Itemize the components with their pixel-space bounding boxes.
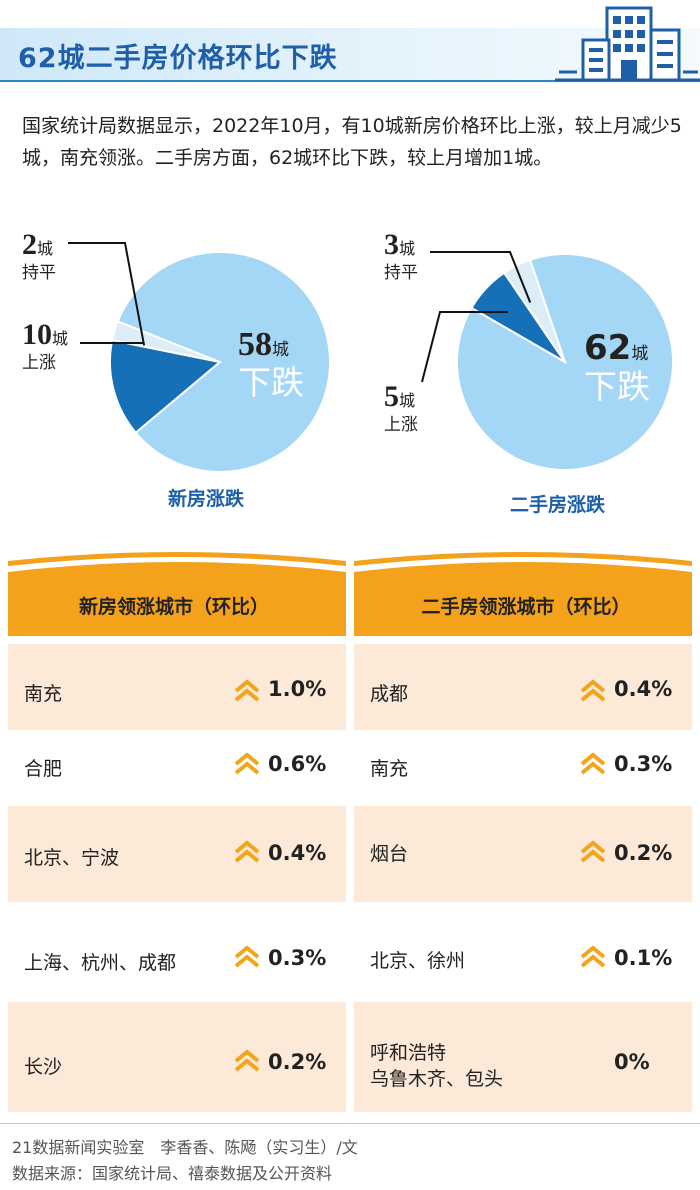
pie-charts xyxy=(68,242,674,473)
t1-row3-city: 北京、宁波 xyxy=(24,847,120,869)
t2-row2-city: 南充 xyxy=(370,758,409,780)
t1-header-bg xyxy=(8,562,346,636)
t1-row3-value: 0.4% xyxy=(268,841,327,865)
second-hand-pie xyxy=(421,251,674,471)
t1-up-chevron-icon xyxy=(234,954,260,968)
t1-up-chevron-icon xyxy=(234,840,260,854)
pie2-fall-unit: 城 xyxy=(631,344,649,364)
t1-up-chevron-icon xyxy=(234,679,260,693)
t1-up-chevron-icon xyxy=(234,761,260,775)
pie1-rise-unit: 城 xyxy=(52,329,69,348)
t2-row3-city: 烟台 xyxy=(370,843,409,865)
t2-row5-value: 0% xyxy=(614,1050,650,1074)
pie2-slice-fall xyxy=(456,253,674,471)
t1-row1-value: 1.0% xyxy=(268,677,327,701)
t2-row4-value: 0.1% xyxy=(614,946,673,970)
pie1-flat-leader xyxy=(68,242,146,346)
footer-credit: 21数据新闻实验室 李香香、陈飏（实习生）/文 xyxy=(12,1138,358,1157)
pie2-rise-leader xyxy=(421,311,508,383)
title-underline xyxy=(0,80,700,82)
t1-up-chevron-icon xyxy=(234,1058,260,1072)
intro-text: 国家统计局数据显示，2022年10月，有10城新房价格环比上涨，较上月减少5城，… xyxy=(22,115,682,169)
t1-up-chevron-icon xyxy=(234,945,260,959)
t2-up-chevron-icon xyxy=(580,761,606,775)
t2-row4-city: 北京、徐州 xyxy=(370,950,466,972)
t2-up-chevron-icon xyxy=(580,849,606,863)
t1-row-bg xyxy=(8,806,346,902)
t2-row2-value: 0.3% xyxy=(614,752,673,776)
pie2-fall-label: 62城 下跌 xyxy=(584,328,650,408)
t1-up-chevron-icon xyxy=(234,849,260,863)
building-icon xyxy=(555,6,700,82)
t1-row2-city: 合肥 xyxy=(24,758,63,780)
pie1-fall-text: 下跌 xyxy=(238,363,304,402)
t1-up-chevron-icon xyxy=(234,1049,260,1063)
t2-up-chevron-icon xyxy=(580,945,606,959)
pie2-rise-label: 5城 上涨 xyxy=(384,380,418,435)
t2-row-bg xyxy=(354,644,692,730)
pie1-fall-unit: 城 xyxy=(272,340,289,360)
t2-row1-value: 0.4% xyxy=(614,677,673,701)
pie1-fall-label: 58城 下跌 xyxy=(238,326,304,404)
t1-row4-city: 上海、杭州、成都 xyxy=(24,952,177,974)
t2-row5-city: 呼和浩特 乌鲁木齐、包头 xyxy=(370,1042,504,1090)
t2-up-chevron-icon xyxy=(580,840,606,854)
pie1-flat-text: 持平 xyxy=(22,263,56,283)
t2-row-bg xyxy=(354,806,692,902)
t1-row2-value: 0.6% xyxy=(268,752,327,776)
pie1-flat-unit: 城 xyxy=(37,239,54,258)
t1-up-chevron-icon xyxy=(234,688,260,702)
t1-row5-value: 0.2% xyxy=(268,1050,327,1074)
pie2-flat-text: 持平 xyxy=(384,263,418,283)
t1-row-bg xyxy=(8,644,346,730)
page-title: 62城二手房价格环比下跌 xyxy=(18,43,338,74)
pie2-rise-unit: 城 xyxy=(399,391,416,410)
pie1-title: 新房涨跌 xyxy=(168,488,245,510)
pie2-rise-value: 5 xyxy=(384,380,399,413)
t2-header-bg xyxy=(354,562,692,636)
pie1-rise-value: 10 xyxy=(22,318,52,351)
pie2-flat-unit: 城 xyxy=(399,239,416,258)
pie2-flat-leader xyxy=(430,251,532,303)
t1-row1-city: 南充 xyxy=(24,683,63,705)
t2-up-chevron-icon xyxy=(580,752,606,766)
pie2-fall-text: 下跌 xyxy=(584,367,650,406)
t2-row3-value: 0.2% xyxy=(614,841,673,865)
pie2-fall-value: 62 xyxy=(584,328,632,368)
t2-up-chevron-icon xyxy=(580,954,606,968)
t2-up-chevron-icon xyxy=(580,688,606,702)
t2-header-cap xyxy=(354,552,692,566)
footer-divider xyxy=(0,1123,700,1124)
pie1-fall-value: 58 xyxy=(238,326,272,363)
t1-row5-city: 长沙 xyxy=(24,1056,63,1078)
pie1-flat-label: 2城 持平 xyxy=(22,228,56,283)
t1-header-cap xyxy=(8,552,346,566)
pie1-rise-label: 10城 上涨 xyxy=(22,318,68,373)
table2-header: 二手房领涨城市（环比） xyxy=(421,596,631,618)
footer-source: 数据来源：国家统计局、禧泰数据及公开资料 xyxy=(12,1164,333,1183)
pie1-slice-rise xyxy=(109,339,223,435)
pie2-rise-text: 上涨 xyxy=(384,415,418,435)
t2-up-chevron-icon xyxy=(580,679,606,693)
t1-up-chevron-icon xyxy=(234,752,260,766)
t1-row4-value: 0.3% xyxy=(268,946,327,970)
tables xyxy=(8,552,692,1112)
pie2-flat-value: 3 xyxy=(384,228,399,261)
t2-row1-city: 成都 xyxy=(370,683,409,705)
new-house-pie xyxy=(68,242,332,473)
pie2-flat-label: 3城 持平 xyxy=(384,228,418,283)
table1-header: 新房领涨城市（环比） xyxy=(78,596,269,618)
t2-row-bg xyxy=(354,1002,692,1112)
pie1-slice-fall xyxy=(116,251,332,473)
pie1-flat-value: 2 xyxy=(22,228,37,261)
pie2-title: 二手房涨跌 xyxy=(510,494,606,516)
pie1-rise-text: 上涨 xyxy=(22,353,56,373)
t1-row-bg xyxy=(8,1002,346,1112)
